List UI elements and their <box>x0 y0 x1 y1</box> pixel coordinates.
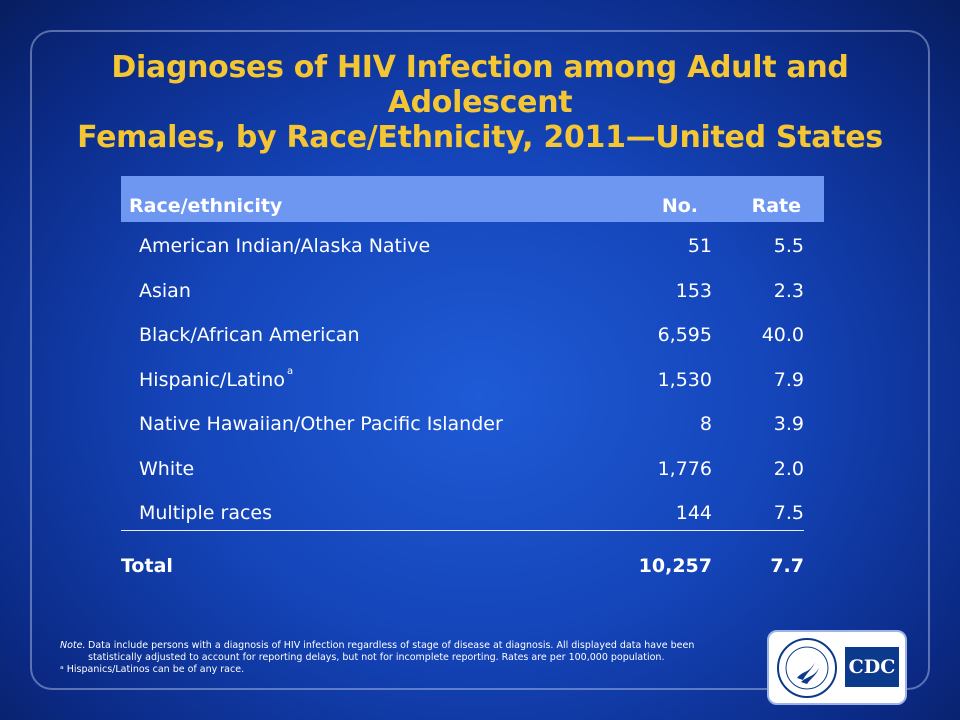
row-no: 6,595 <box>657 324 712 346</box>
table-row: Multiple races 144 7.5 <box>121 489 824 534</box>
row-rate: 2.0 <box>773 457 804 480</box>
footnote-a: ᵃ Hispanics/Latinos can be of any race. <box>60 664 245 675</box>
row-rate: 2.3 <box>773 279 804 302</box>
row-no: 1,530 <box>657 368 712 391</box>
table-row: Native Hawaiian/Other Pacific Islander 8… <box>121 400 824 445</box>
table-header: Race/ethnicity No. Rate <box>121 176 824 222</box>
row-race: Hispanic/Latino a <box>139 366 294 391</box>
row-no: 8 <box>699 413 712 435</box>
table-row: American Indian/Alaska Native 51 5.5 <box>121 222 824 267</box>
row-race: Asian <box>139 279 191 302</box>
row-race-label: Hispanic/Latino <box>139 368 285 391</box>
footnote: Note. Data include persons with a diagno… <box>60 640 750 676</box>
table-divider <box>121 530 804 531</box>
total-rate: 7.7 <box>770 555 804 577</box>
row-no: 144 <box>675 502 712 524</box>
footnote-marker-a: a <box>286 366 294 378</box>
slide-title: Diagnoses of HIV Infection among Adult a… <box>40 50 920 155</box>
row-rate: 7.9 <box>773 368 804 391</box>
title-line-2: Females, by Race/Ethnicity, 2011—United … <box>77 120 883 155</box>
row-rate: 40.0 <box>761 324 804 346</box>
row-rate: 5.5 <box>773 235 804 257</box>
table-row: White 1,776 2.0 <box>121 445 824 490</box>
row-no: 51 <box>687 235 712 257</box>
row-race: White <box>139 457 195 480</box>
row-race: American Indian/Alaska Native <box>139 235 431 257</box>
slide-frame <box>30 30 930 690</box>
data-table: Race/ethnicity No. Rate American Indian/… <box>121 176 824 534</box>
row-no: 1,776 <box>657 457 712 480</box>
note-line: Note. Data include persons with a diagno… <box>60 640 750 664</box>
table-row: Asian 153 2.3 <box>121 267 824 312</box>
total-no: 10,257 <box>638 555 712 577</box>
total-label: Total <box>121 555 173 577</box>
note-text: Data include persons with a diagnosis of… <box>88 640 695 663</box>
row-no: 153 <box>675 279 712 302</box>
header-no: No. <box>661 195 698 217</box>
row-race: Multiple races <box>139 502 272 524</box>
hhs-cdc-logo: CDC <box>767 630 907 705</box>
title-line-1: Diagnoses of HIV Infection among Adult a… <box>111 50 849 120</box>
total-row: Total 10,257 7.7 <box>121 555 824 585</box>
table-row: Hispanic/Latino a 1,530 7.9 <box>121 356 824 401</box>
table-row: Black/African American 6,595 40.0 <box>121 311 824 356</box>
row-rate: 7.5 <box>773 502 804 524</box>
row-rate: 3.9 <box>773 413 804 435</box>
row-race: Black/African American <box>139 324 360 346</box>
note-label: Note. <box>60 640 86 651</box>
row-race: Native Hawaiian/Other Pacific Islander <box>139 413 503 435</box>
header-rate: Rate <box>751 195 801 217</box>
cdc-logo: CDC <box>845 647 899 687</box>
hhs-seal-icon <box>777 638 837 698</box>
header-race: Race/ethnicity <box>129 195 283 217</box>
